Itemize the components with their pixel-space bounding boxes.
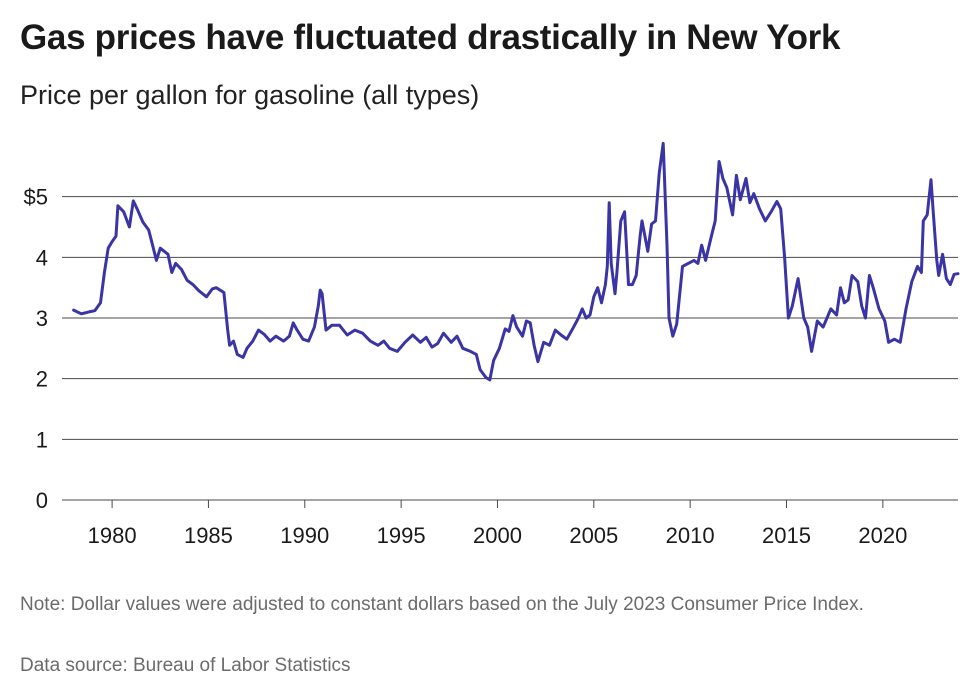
data-source: Data source: Bureau of Labor Statistics: [20, 655, 351, 676]
series-lines: [72, 141, 960, 382]
y-tick-label: 0: [36, 488, 48, 513]
chart-subtitle: Price per gallon for gasoline (all types…: [20, 80, 480, 110]
series-line-0: [72, 141, 960, 382]
x-tick-label: 2005: [569, 523, 618, 548]
chart-title: Gas prices have fluctuated drastically i…: [20, 18, 841, 57]
y-tick-label: $5: [24, 185, 48, 210]
gridlines: [62, 196, 958, 501]
x-tick-label: 1985: [184, 523, 233, 548]
y-axis: 0 1 2 3 4 $5: [24, 185, 48, 513]
x-tick-label: 2020: [858, 523, 907, 548]
y-tick-label: 1: [36, 427, 48, 452]
x-tick-label: 2015: [762, 523, 811, 548]
y-tick-label: 2: [36, 367, 48, 392]
y-tick-label: 4: [36, 245, 48, 270]
footnote: Note: Dollar values were adjusted to con…: [20, 594, 864, 615]
x-axis: 1980 1985 1990 1995 2000 2005 2010 2015 2020: [88, 500, 907, 548]
x-tick-label: 2010: [666, 523, 715, 548]
y-tick-label: 3: [36, 306, 48, 331]
x-tick-label: 1990: [280, 523, 329, 548]
x-tick-label: 1995: [377, 523, 426, 548]
x-tick-label: 1980: [88, 523, 137, 548]
x-tick-label: 2000: [473, 523, 522, 548]
